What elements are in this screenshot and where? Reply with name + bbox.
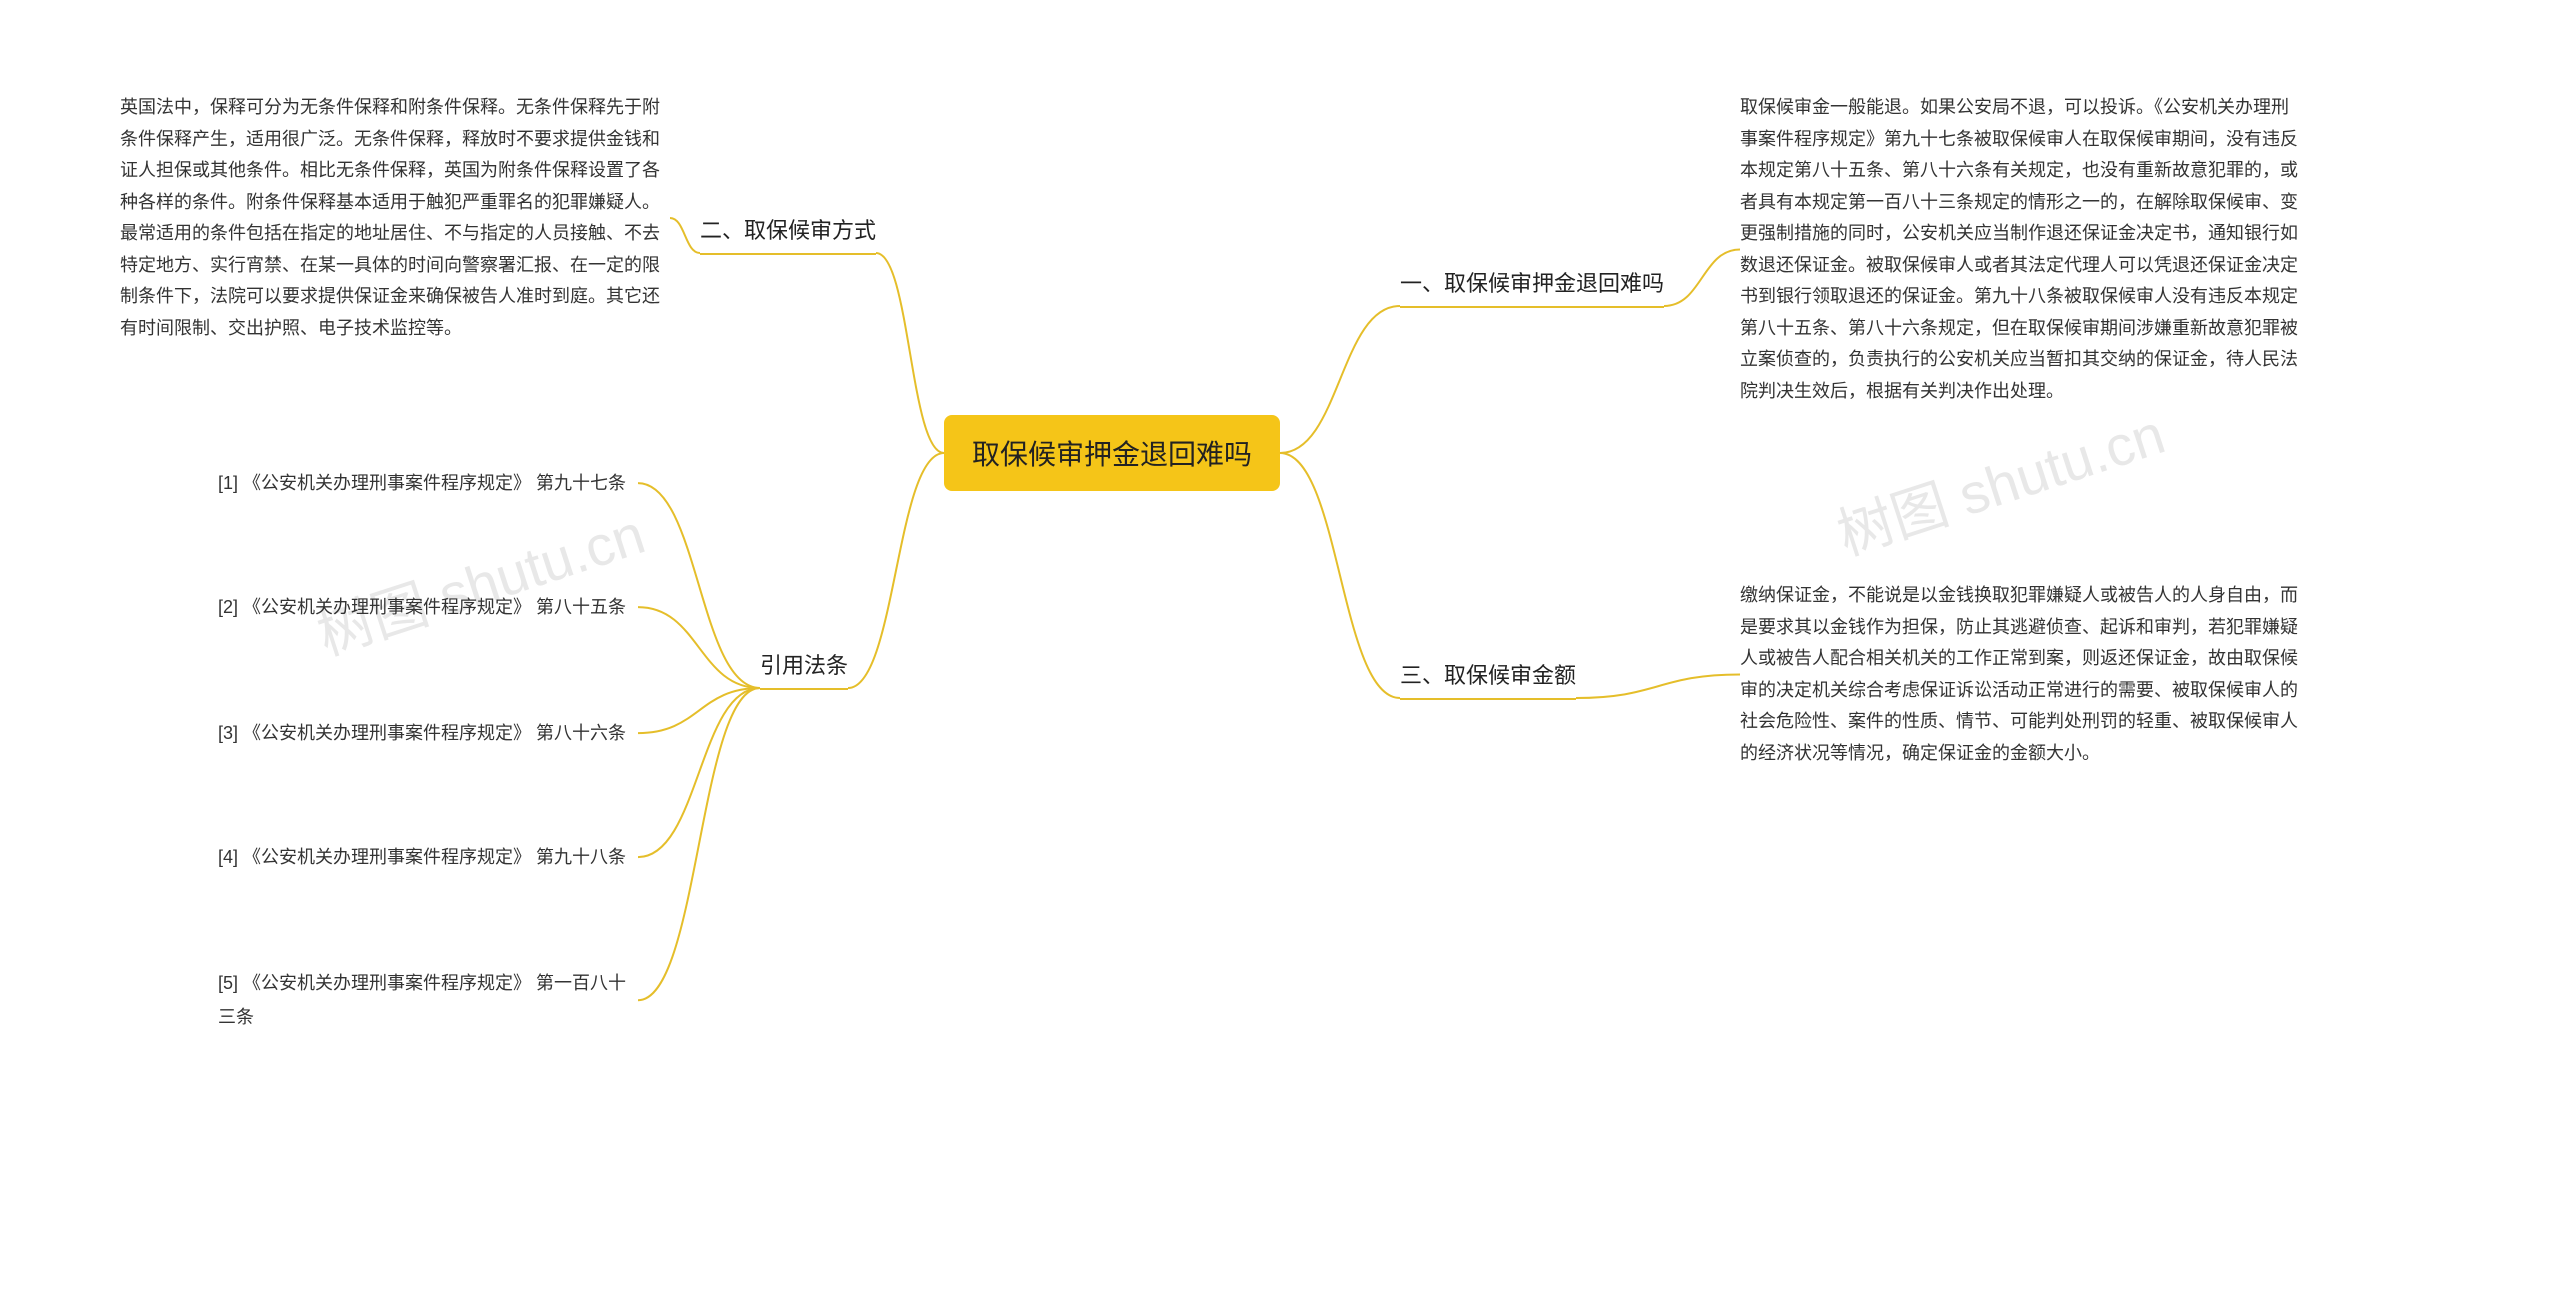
leaf-left-2: 英国法中，保释可分为无条件保释和附条件保释。无条件保释先于附条件保释产生，适用很…: [120, 92, 670, 344]
citation-item: [2] 《公安机关办理刑事案件程序规定》 第八十五条: [218, 590, 638, 624]
citation-item: [3] 《公安机关办理刑事案件程序规定》 第八十六条: [218, 716, 638, 750]
leaf-right-3: 缴纳保证金，不能说是以金钱换取犯罪嫌疑人或被告人的人身自由，而是要求其以金钱作为…: [1740, 580, 2300, 769]
watermark: 树图 shutu.cn: [306, 490, 654, 672]
leaf-right-1: 取保候审金一般能退。如果公安局不退，可以投诉。《公安机关办理刑事案件程序规定》第…: [1740, 92, 2300, 407]
citation-item: [1] 《公安机关办理刑事案件程序规定》 第九十七条: [218, 466, 638, 500]
branch-right-1: 一、取保候审押金退回难吗: [1400, 258, 1664, 308]
watermark: 树图 shutu.cn: [1826, 390, 2174, 572]
citation-item: [5] 《公安机关办理刑事案件程序规定》 第一百八十三条: [218, 966, 638, 1034]
citation-item: [4] 《公安机关办理刑事案件程序规定》 第九十八条: [218, 840, 638, 874]
branch-left-2: 二、取保候审方式: [700, 205, 876, 255]
mindmap-root: 取保候审押金退回难吗: [944, 415, 1280, 491]
branch-left-4: 引用法条: [760, 640, 848, 690]
branch-right-3: 三、取保候审金额: [1400, 650, 1576, 700]
